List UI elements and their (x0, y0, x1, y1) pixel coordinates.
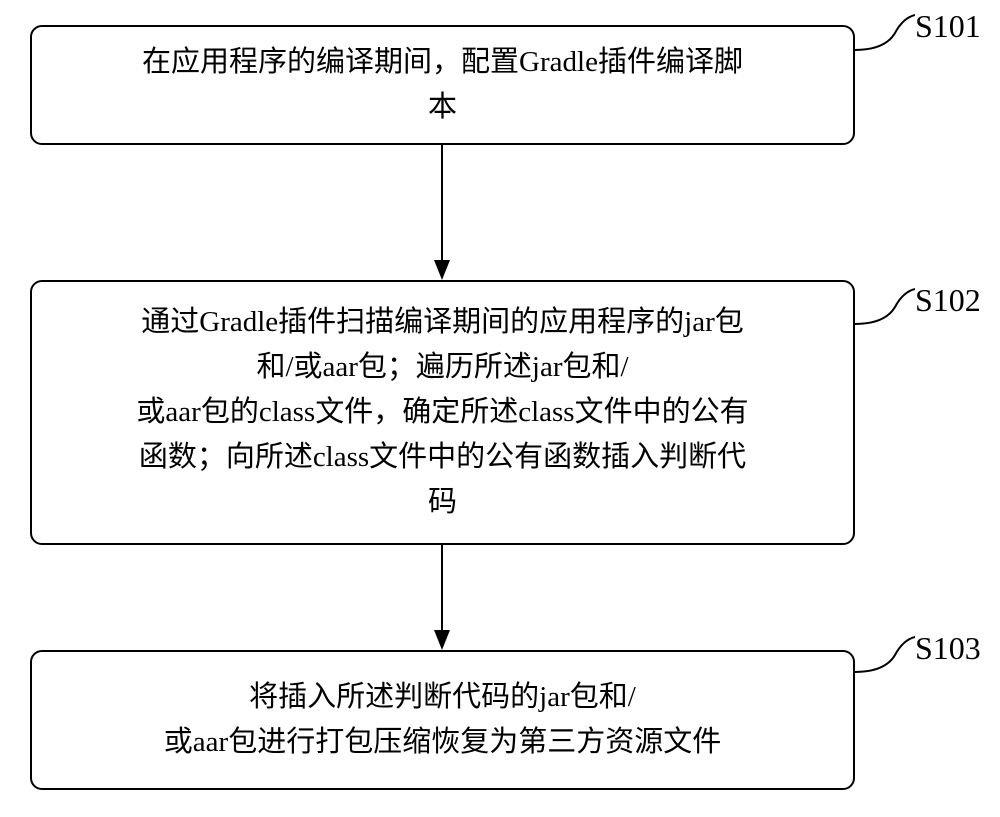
callout-curve (855, 13, 915, 63)
text-line: 将插入所述判断代码的jar包和/ (249, 681, 636, 713)
flow-arrow (427, 545, 457, 650)
text-line: 码 (428, 486, 457, 518)
flowchart-container: 在应用程序的编译期间，配置Gradle插件编译脚 本 S101 通过Gradle… (0, 0, 1000, 817)
flow-node-s102: 通过Gradle插件扫描编译期间的应用程序的jar包 和/或aar包；遍历所述j… (30, 280, 855, 545)
text-line: 在应用程序的编译期间，配置Gradle插件编译脚 (142, 46, 743, 78)
flow-node-s103: 将插入所述判断代码的jar包和/ 或aar包进行打包压缩恢复为第三方资源文件 (30, 650, 855, 790)
step-label-s103: S103 (915, 630, 981, 667)
text-line: 或aar包进行打包压缩恢复为第三方资源文件 (164, 726, 721, 758)
text-line: 函数；向所述class文件中的公有函数插入判断代 (139, 441, 746, 473)
callout-curve (855, 635, 915, 685)
text-line: 或aar包的class文件，确定所述class文件中的公有 (136, 396, 748, 428)
text-line: 和/或aar包；遍历所述jar包和/ (256, 351, 628, 383)
step-label-s101: S101 (915, 8, 981, 45)
flow-node-text: 在应用程序的编译期间，配置Gradle插件编译脚 本 (142, 40, 743, 130)
text-line: 通过Gradle插件扫描编译期间的应用程序的jar包 (141, 306, 744, 338)
step-label-s102: S102 (915, 282, 981, 319)
flow-node-s101: 在应用程序的编译期间，配置Gradle插件编译脚 本 (30, 25, 855, 145)
flow-arrow (427, 145, 457, 280)
callout-curve (855, 287, 915, 337)
text-line: 本 (428, 91, 457, 123)
flow-node-text: 通过Gradle插件扫描编译期间的应用程序的jar包 和/或aar包；遍历所述j… (136, 300, 748, 525)
flow-node-text: 将插入所述判断代码的jar包和/ 或aar包进行打包压缩恢复为第三方资源文件 (164, 675, 721, 765)
